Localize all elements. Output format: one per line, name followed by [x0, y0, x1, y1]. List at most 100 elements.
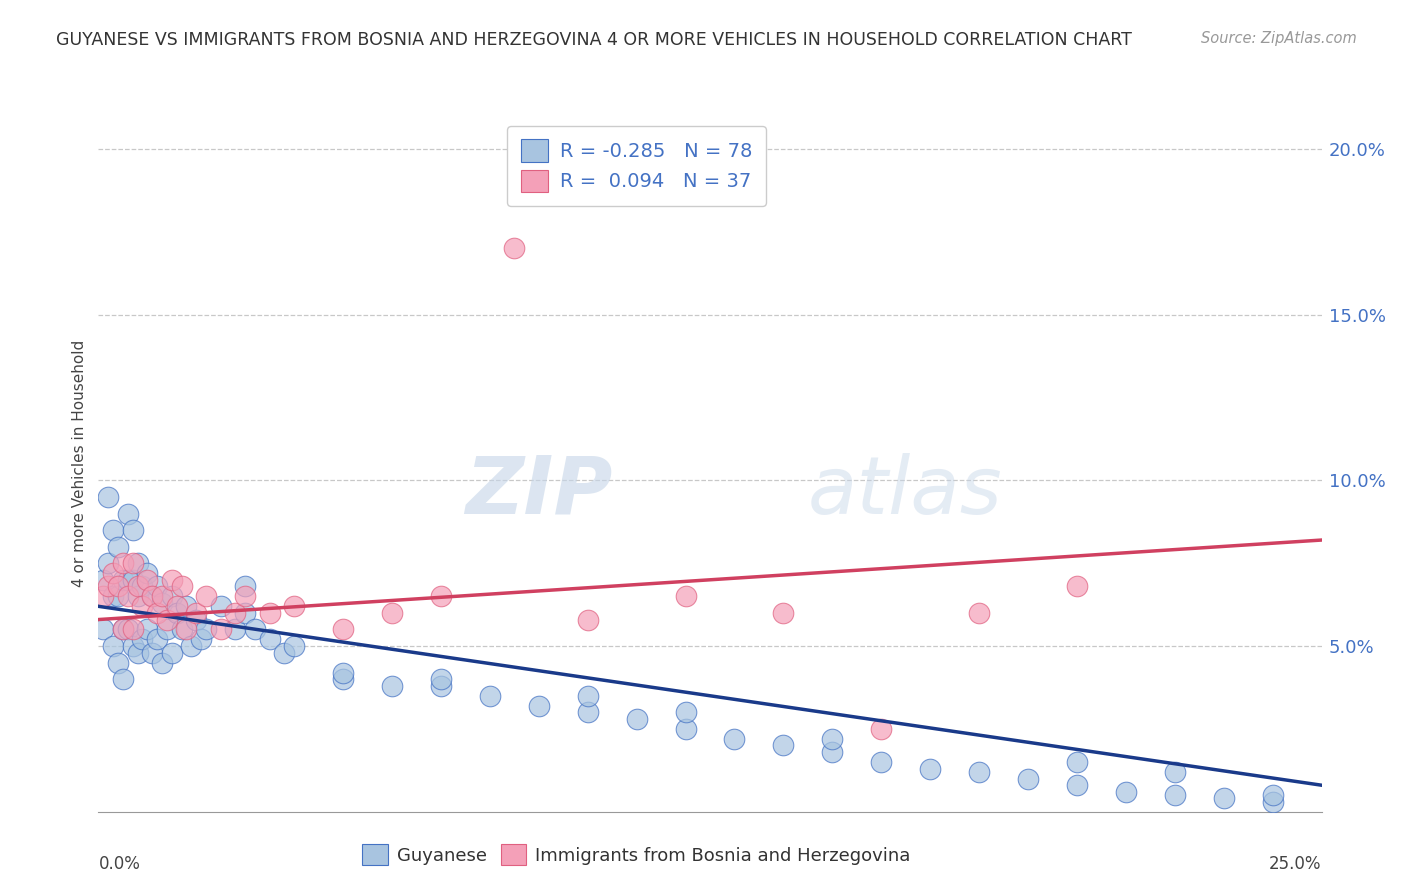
Point	[195, 623, 218, 637]
Point	[821, 731, 844, 746]
Point	[97, 579, 120, 593]
Point	[131, 579, 153, 593]
Point	[150, 656, 173, 670]
Point	[1164, 788, 1187, 802]
Legend: Guyanese, Immigrants from Bosnia and Herzegovina: Guyanese, Immigrants from Bosnia and Her…	[356, 837, 918, 872]
Point	[136, 573, 159, 587]
Point	[243, 623, 266, 637]
Point	[1164, 764, 1187, 779]
Point	[209, 599, 232, 614]
Point	[870, 722, 893, 736]
Point	[1066, 778, 1088, 792]
Point	[101, 639, 124, 653]
Point	[111, 672, 134, 686]
Point	[195, 590, 218, 604]
Point	[233, 579, 256, 593]
Point	[576, 689, 599, 703]
Point	[127, 556, 149, 570]
Point	[176, 623, 198, 637]
Point	[131, 632, 153, 647]
Point	[131, 599, 153, 614]
Point	[259, 632, 281, 647]
Point	[117, 590, 139, 604]
Point	[121, 623, 143, 637]
Point	[233, 590, 256, 604]
Point	[430, 672, 453, 686]
Point	[186, 613, 208, 627]
Point	[180, 639, 202, 653]
Point	[527, 698, 550, 713]
Point	[576, 613, 599, 627]
Point	[101, 523, 124, 537]
Point	[121, 556, 143, 570]
Point	[675, 722, 697, 736]
Point	[283, 599, 305, 614]
Point	[430, 679, 453, 693]
Point	[146, 632, 169, 647]
Point	[381, 679, 404, 693]
Point	[259, 606, 281, 620]
Point	[146, 579, 169, 593]
Point	[675, 590, 697, 604]
Point	[117, 573, 139, 587]
Point	[1212, 791, 1234, 805]
Point	[111, 623, 134, 637]
Point	[160, 573, 183, 587]
Text: atlas: atlas	[808, 452, 1002, 531]
Point	[576, 706, 599, 720]
Point	[141, 590, 163, 604]
Text: GUYANESE VS IMMIGRANTS FROM BOSNIA AND HERZEGOVINA 4 OR MORE VEHICLES IN HOUSEHO: GUYANESE VS IMMIGRANTS FROM BOSNIA AND H…	[56, 31, 1132, 49]
Point	[156, 623, 179, 637]
Point	[117, 623, 139, 637]
Point	[107, 540, 129, 554]
Text: Source: ZipAtlas.com: Source: ZipAtlas.com	[1201, 31, 1357, 46]
Point	[186, 606, 208, 620]
Point	[97, 556, 120, 570]
Point	[1115, 785, 1137, 799]
Point	[224, 623, 246, 637]
Point	[626, 712, 648, 726]
Point	[166, 606, 188, 620]
Point	[1261, 788, 1284, 802]
Point	[156, 613, 179, 627]
Point	[503, 242, 526, 256]
Point	[111, 573, 134, 587]
Point	[160, 646, 183, 660]
Y-axis label: 4 or more Vehicles in Household: 4 or more Vehicles in Household	[72, 340, 87, 588]
Point	[91, 590, 114, 604]
Point	[170, 579, 193, 593]
Point	[381, 606, 404, 620]
Point	[170, 623, 193, 637]
Point	[233, 606, 256, 620]
Point	[107, 579, 129, 593]
Point	[136, 566, 159, 581]
Point	[150, 596, 173, 610]
Point	[723, 731, 745, 746]
Point	[1017, 772, 1039, 786]
Point	[283, 639, 305, 653]
Point	[176, 599, 198, 614]
Point	[127, 579, 149, 593]
Point	[224, 606, 246, 620]
Point	[107, 590, 129, 604]
Point	[111, 556, 134, 570]
Point	[121, 573, 143, 587]
Point	[101, 590, 124, 604]
Point	[332, 665, 354, 680]
Point	[870, 755, 893, 769]
Point	[478, 689, 501, 703]
Point	[190, 632, 212, 647]
Point	[430, 590, 453, 604]
Point	[967, 606, 990, 620]
Point	[675, 706, 697, 720]
Point	[97, 490, 120, 504]
Point	[166, 599, 188, 614]
Text: 25.0%: 25.0%	[1270, 855, 1322, 872]
Point	[127, 646, 149, 660]
Point	[101, 566, 124, 581]
Point	[146, 606, 169, 620]
Point	[273, 646, 295, 660]
Point	[91, 623, 114, 637]
Point	[141, 590, 163, 604]
Point	[107, 656, 129, 670]
